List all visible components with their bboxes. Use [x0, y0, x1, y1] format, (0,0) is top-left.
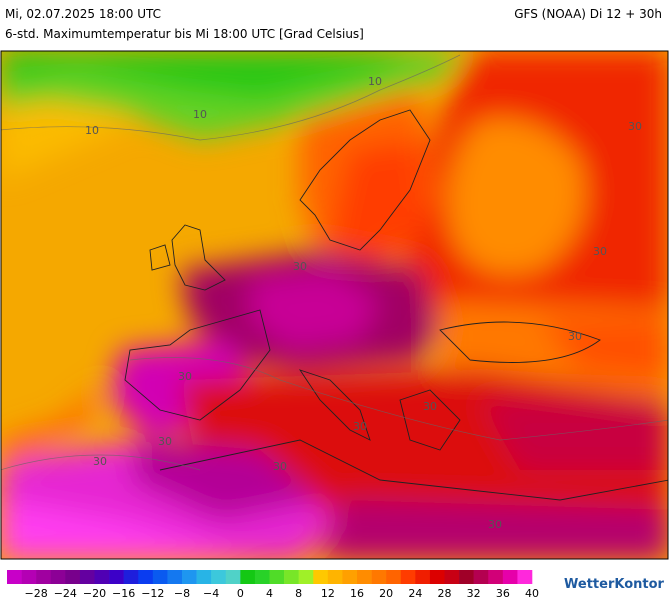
contour-label: 30 [178, 370, 192, 383]
legend-tick-label: 20 [379, 587, 393, 600]
legend-tick-label: 4 [266, 587, 273, 600]
legend-swatch [50, 570, 66, 584]
legend-tick-label: 16 [350, 587, 364, 600]
legend-swatch [123, 570, 139, 584]
logo: WetterKontor [564, 577, 665, 592]
legend-swatch [386, 570, 402, 584]
legend-swatch [357, 570, 372, 584]
legend-swatch [444, 570, 460, 584]
coastlines [124, 109, 668, 501]
legend-tick-label: 0 [237, 587, 244, 600]
legend-tick-label: −20 [83, 587, 106, 600]
legend-swatch [152, 570, 168, 584]
legend-swatch [225, 570, 241, 584]
legend-swatch [94, 570, 110, 584]
legend-tick-label: 36 [496, 587, 510, 600]
legend-tick-label: −24 [54, 587, 77, 600]
contour-label: 30 [293, 260, 307, 273]
legend-tick-label: −28 [25, 587, 48, 600]
contour-label: 30 [423, 400, 437, 413]
legend-swatch [284, 570, 299, 584]
legend-swatch [415, 570, 431, 584]
legend-tick-label: 40 [525, 587, 539, 600]
contour-label: 10 [85, 124, 99, 137]
legend-swatch [211, 570, 227, 584]
legend-tick-label: 24 [408, 587, 422, 600]
legend-swatch [240, 570, 256, 584]
legend-tick-label: −12 [141, 587, 164, 600]
legend-tick-label: −8 [174, 587, 190, 600]
legend-swatch [298, 570, 314, 584]
legend-swatch [138, 570, 154, 584]
contour-label: 30 [488, 518, 502, 531]
legend-swatch [21, 570, 37, 584]
header-subtitle: 6-std. Maximumtemperatur bis Mi 18:00 UT… [5, 27, 364, 41]
legend-swatch [36, 570, 52, 584]
legend-swatch [196, 570, 212, 584]
legend-swatch [459, 570, 474, 584]
legend-swatch [502, 570, 518, 584]
legend-swatch [182, 570, 197, 584]
legend-swatch [327, 570, 343, 584]
contour-label: 30 [628, 120, 642, 133]
color-legend: −28 −24 −20 −16 −12 −8 −4 0 4 8 12 16 20 24 28 32 36 40 [7, 570, 539, 600]
isotherms [1, 54, 668, 471]
legend-swatch [342, 570, 358, 584]
legend-swatch [7, 570, 22, 584]
legend-swatch [109, 570, 124, 584]
contour-label: 30 [273, 460, 287, 473]
legend-tick-label: −16 [112, 587, 135, 600]
legend-tick-label: −4 [203, 587, 219, 600]
temperature-field: 10 10 10 30 30 30 30 30 30 30 30 30 30 30 [1, 51, 668, 559]
contour-label: 30 [593, 245, 607, 258]
legend-tick-label: 32 [467, 587, 481, 600]
contour-label: 30 [158, 435, 172, 448]
legend-swatch [167, 570, 183, 584]
legend-tick-label: 8 [295, 587, 302, 600]
legend-swatch [473, 570, 489, 584]
contour-label: 30 [353, 420, 367, 433]
legend-swatch [517, 570, 533, 584]
legend-tick-label: 28 [438, 587, 452, 600]
contour-label: 30 [568, 330, 582, 343]
legend-swatch [269, 570, 285, 584]
legend-swatch [400, 570, 416, 584]
legend-swatch [65, 570, 81, 584]
legend-swatch [488, 570, 504, 584]
header-datetime: Mi, 02.07.2025 18:00 UTC [5, 7, 161, 21]
contour-label: 10 [193, 108, 207, 121]
contour-label: 10 [368, 75, 382, 88]
legend-swatch [313, 570, 329, 584]
legend-swatch [429, 570, 445, 584]
legend-swatch [371, 570, 387, 584]
legend-swatch [254, 570, 270, 584]
map-frame [0, 50, 669, 560]
header-model: GFS (NOAA) Di 12 + 30h [514, 7, 662, 21]
contour-label: 30 [93, 455, 107, 468]
legend-tick-label: 12 [321, 587, 335, 600]
legend-swatch [79, 570, 95, 584]
